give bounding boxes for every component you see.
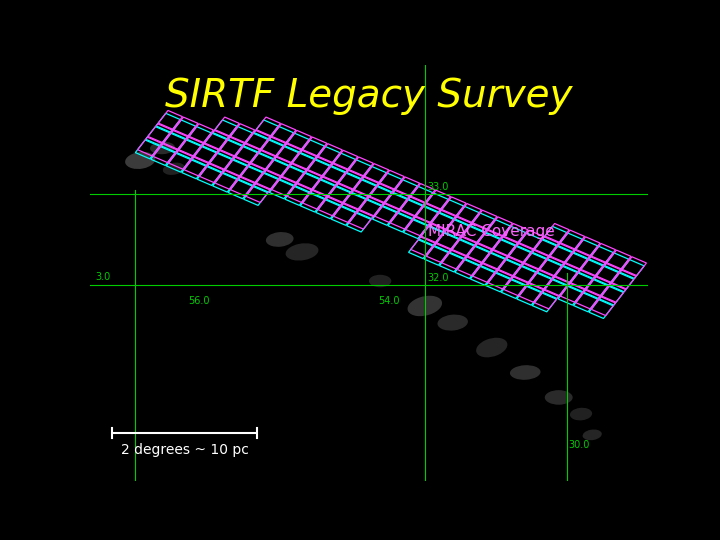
Text: 56.0: 56.0 [188,295,210,306]
Ellipse shape [582,429,602,440]
Text: 54.0: 54.0 [378,295,400,306]
Text: 2 degrees ~ 10 pc: 2 degrees ~ 10 pc [121,443,249,457]
Ellipse shape [438,315,468,330]
Text: 3.0: 3.0 [96,272,111,282]
Ellipse shape [125,152,156,169]
Text: MIRAC Coverage: MIRAC Coverage [428,224,555,239]
Text: 33.0: 33.0 [428,181,449,192]
Text: 32.0: 32.0 [428,273,449,283]
Ellipse shape [408,296,442,316]
Ellipse shape [476,338,508,357]
Text: SIRTF Legacy Survey: SIRTF Legacy Survey [166,77,572,115]
Ellipse shape [286,243,318,261]
Ellipse shape [266,232,294,247]
Text: 30.0: 30.0 [569,440,590,450]
Ellipse shape [510,365,541,380]
Ellipse shape [369,275,392,287]
Ellipse shape [570,408,592,420]
Ellipse shape [163,163,184,175]
Ellipse shape [150,141,175,154]
Ellipse shape [545,390,572,404]
